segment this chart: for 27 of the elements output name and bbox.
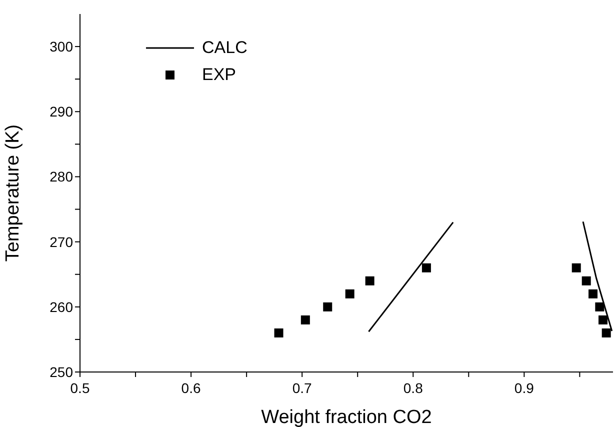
point [582, 276, 591, 286]
x-tick-label: 0.9 [514, 380, 534, 396]
y-tick-label: 280 [50, 168, 74, 185]
point [602, 328, 611, 338]
y-axis-title: Temperature (K) [2, 124, 24, 262]
point [274, 328, 284, 338]
point [572, 263, 581, 272]
point [422, 263, 431, 272]
point [588, 289, 598, 298]
y-tick-label: 270 [50, 234, 74, 250]
x-tick-label: 0.5 [70, 380, 90, 396]
point [598, 315, 608, 324]
x-tick-label: 0.6 [181, 380, 201, 396]
legend-label: EXP [202, 64, 236, 86]
point [323, 302, 332, 312]
legend-label: CALC [202, 37, 248, 59]
y-tick-label: 260 [50, 298, 74, 315]
point [365, 276, 374, 286]
point [345, 289, 354, 298]
y-tick-label: 290 [50, 104, 74, 120]
y-tick-label: 300 [50, 38, 74, 55]
y-tick-label: 250 [50, 364, 74, 380]
point [595, 302, 604, 312]
x-axis-title: Weight fraction CO2 [261, 407, 432, 427]
x-tick-label: 0.8 [403, 380, 424, 396]
x-tick-label: 0.7 [292, 380, 312, 396]
point [300, 315, 310, 324]
